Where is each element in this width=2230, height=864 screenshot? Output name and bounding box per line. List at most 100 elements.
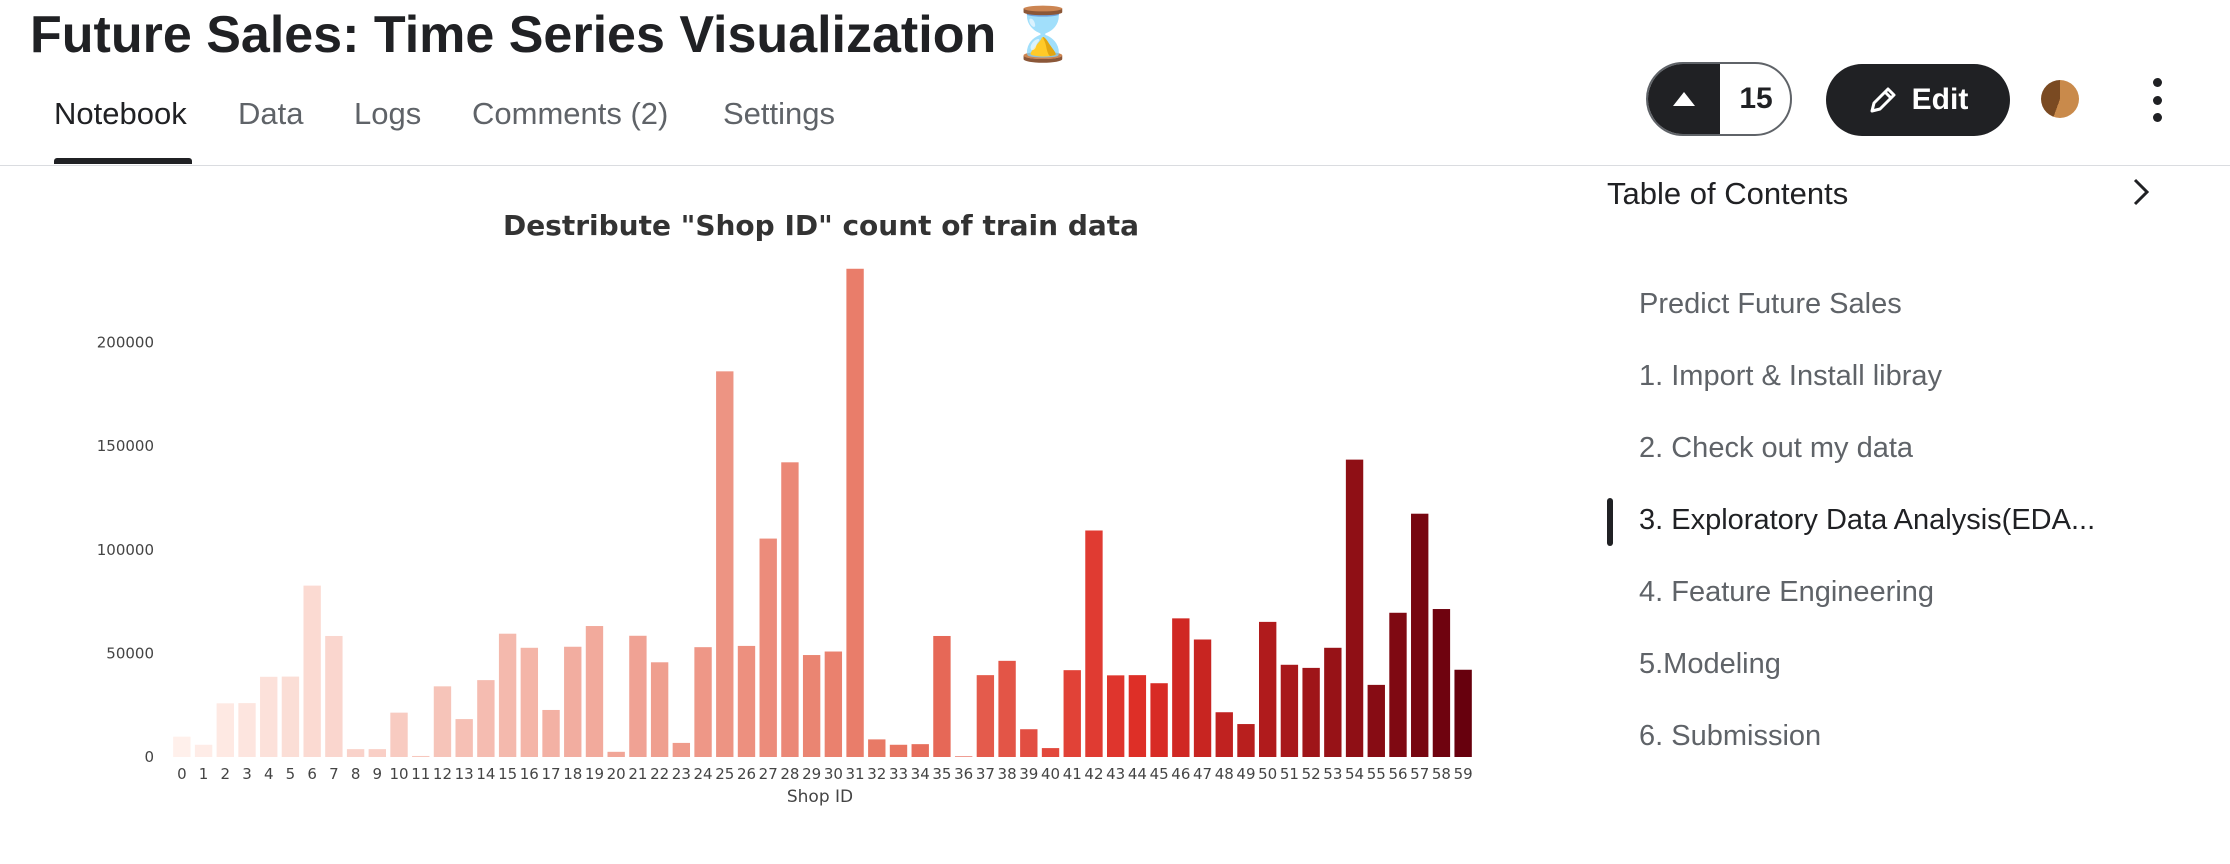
x-tick-label: 11 (411, 765, 430, 783)
toc-item-label: 6. Submission (1639, 720, 1822, 752)
bar-shop-14 (477, 680, 495, 757)
bar-shop-30 (824, 651, 843, 757)
bar-shop-58 (1432, 609, 1451, 757)
x-tick-label: 7 (329, 765, 339, 783)
toc-item-eda[interactable]: 3. Exploratory Data Analysis(EDA... (1607, 498, 2207, 570)
page-title: Future Sales: Time Series Visualization … (30, 6, 1076, 64)
bar-shop-40 (1041, 748, 1060, 757)
bar-shop-43 (1106, 675, 1125, 757)
bar-shop-37 (976, 675, 995, 757)
bar-shop-11 (412, 755, 430, 757)
y-tick-label: 200000 (97, 334, 154, 352)
upvote-button[interactable] (1648, 64, 1720, 134)
bar-shop-28 (781, 462, 799, 757)
toc-item-import-install[interactable]: 1. Import & Install libray (1607, 354, 2207, 426)
x-tick-label: 54 (1345, 765, 1364, 783)
x-tick-label: 33 (889, 765, 908, 783)
x-tick-label: 25 (715, 765, 734, 783)
x-tick-label: 19 (585, 765, 604, 783)
toc-item-label: 4. Feature Engineering (1639, 576, 1935, 608)
x-tick-label: 4 (264, 765, 274, 783)
toc-list: Predict Future Sales 1. Import & Install… (1607, 282, 2207, 786)
toc-item-label: 5.Modeling (1639, 648, 1781, 680)
toc-item-predict-future-sales[interactable]: Predict Future Sales (1607, 282, 2207, 354)
bar-shop-4 (260, 676, 278, 757)
x-tick-label: 45 (1150, 765, 1169, 783)
bar-shop-22 (650, 662, 669, 757)
bar-shop-56 (1389, 612, 1407, 757)
bar-shop-35 (933, 635, 951, 757)
x-tick-label: 37 (976, 765, 995, 783)
toc-item-label: 3. Exploratory Data Analysis(EDA... (1639, 504, 2096, 536)
x-axis: 0 1 2 3 4 5 6 7 8 9 10 11 12 13 14 15 16 17 18 19 20 21 22 23 24… (177, 765, 1473, 783)
bar-shop-38 (998, 660, 1016, 757)
bar-shop-57 (1411, 513, 1429, 757)
bar-shop-19 (585, 626, 604, 757)
x-tick-label: 0 (177, 765, 187, 783)
bar-shop-18 (564, 646, 582, 757)
avatar[interactable] (2041, 80, 2079, 118)
bar-shop-41 (1063, 670, 1081, 757)
x-tick-label: 57 (1410, 765, 1429, 783)
pencil-icon (1870, 87, 1896, 113)
bar-shop-3 (238, 703, 256, 757)
x-tick-label: 52 (1302, 765, 1321, 783)
x-tick-label: 16 (520, 765, 539, 783)
tab-data[interactable]: Data (238, 96, 304, 131)
x-tick-label: 29 (802, 765, 821, 783)
bar-shop-6 (303, 585, 321, 757)
bar-shop-13 (455, 719, 473, 757)
bar-shop-27 (759, 538, 777, 757)
x-axis-label: Shop ID (787, 787, 853, 807)
bar-shop-55 (1367, 684, 1385, 757)
bar-shop-33 (889, 744, 908, 757)
x-tick-label: 56 (1388, 765, 1407, 783)
chevron-right-icon[interactable] (2126, 172, 2156, 212)
toc-title: Table of Contents (1607, 176, 1849, 211)
x-tick-label: 40 (1041, 765, 1060, 783)
tab-logs[interactable]: Logs (354, 96, 422, 131)
bar-shop-42 (1085, 530, 1103, 757)
x-tick-label: 53 (1323, 765, 1342, 783)
x-tick-label: 38 (998, 765, 1017, 783)
bar-shop-7 (325, 635, 343, 757)
x-tick-label: 22 (650, 765, 669, 783)
x-tick-label: 48 (1215, 765, 1234, 783)
x-tick-label: 49 (1236, 765, 1255, 783)
toc-item-modeling[interactable]: 5.Modeling (1607, 642, 2207, 714)
x-tick-label: 3 (242, 765, 252, 783)
tab-settings[interactable]: Settings (723, 96, 836, 131)
y-tick-label: 150000 (97, 437, 154, 455)
tab-notebook[interactable]: Notebook (54, 96, 187, 131)
x-tick-label: 35 (932, 765, 951, 783)
vertical-dots-icon[interactable] (2142, 78, 2172, 122)
x-tick-label: 51 (1280, 765, 1299, 783)
bar-shop-25 (716, 371, 734, 757)
toc-item-submission[interactable]: 6. Submission (1607, 714, 2207, 786)
bar-shop-0 (173, 736, 191, 757)
bar-shop-20 (607, 751, 625, 757)
toc-item-check-data[interactable]: 2. Check out my data (1607, 426, 2207, 498)
tab-comments[interactable]: Comments (2) (472, 96, 669, 131)
x-tick-label: 50 (1258, 765, 1277, 783)
x-tick-label: 31 (846, 765, 865, 783)
y-tick-label: 50000 (106, 644, 154, 662)
x-tick-label: 47 (1193, 765, 1212, 783)
x-tick-label: 10 (389, 765, 408, 783)
x-tick-label: 23 (672, 765, 691, 783)
toc-item-feature-engineering[interactable]: 4. Feature Engineering (1607, 570, 2207, 642)
bar-shop-54 (1345, 459, 1364, 757)
x-tick-label: 8 (351, 765, 361, 783)
bar-shop-44 (1128, 675, 1147, 757)
bar-shop-46 (1172, 618, 1190, 757)
bars (173, 268, 1472, 757)
bar-shop-8 (346, 749, 365, 757)
x-tick-label: 1 (199, 765, 209, 783)
header-divider (0, 165, 2230, 166)
x-tick-label: 12 (433, 765, 452, 783)
edit-button[interactable]: Edit (1826, 64, 2010, 136)
x-tick-label: 44 (1128, 765, 1147, 783)
x-tick-label: 32 (867, 765, 886, 783)
x-tick-label: 13 (455, 765, 474, 783)
bar-shop-23 (672, 742, 691, 757)
